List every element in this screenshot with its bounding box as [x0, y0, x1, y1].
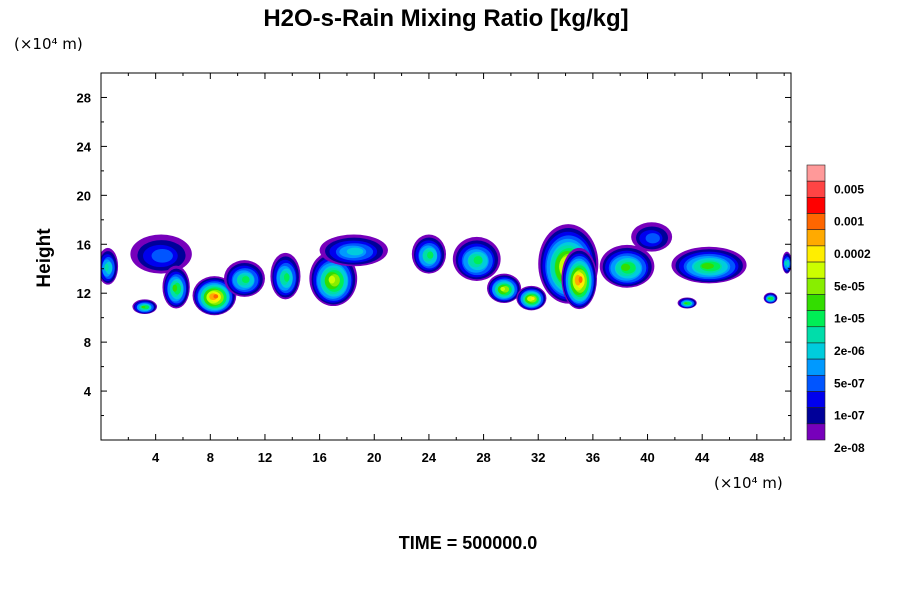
contour-field — [101, 222, 791, 316]
colorbar-swatch — [806, 164, 826, 182]
cloud-region — [631, 222, 673, 252]
x-tick-label: 8 — [207, 450, 214, 465]
contour-band — [346, 247, 364, 256]
contour-band — [701, 262, 714, 270]
colorbar-swatch — [806, 423, 826, 441]
y-axis: 4 8 12 16 20 24 28 — [77, 90, 791, 417]
contour-band — [241, 276, 250, 283]
y-tick-label: 20 — [77, 188, 91, 203]
colorbar-label: 0.0002 — [834, 247, 871, 261]
colorbar-swatch — [806, 294, 826, 311]
cloud-region — [677, 297, 697, 309]
y-tick-label: 24 — [77, 139, 92, 154]
colorbar-swatch — [806, 326, 826, 344]
x-tick-label: 16 — [312, 450, 326, 465]
contour-band — [578, 276, 583, 283]
y-tick-label: 12 — [77, 286, 91, 301]
colorbar-swatch — [806, 245, 826, 263]
cloud-region — [223, 260, 265, 297]
cloud-region — [270, 252, 301, 300]
contour-band — [784, 260, 787, 266]
contour-band — [473, 256, 483, 265]
cloud-region — [486, 273, 522, 303]
cloud-region — [319, 234, 388, 267]
x-tick-label: 12 — [258, 450, 272, 465]
cloud-region — [192, 276, 237, 316]
y-tick-label: 8 — [84, 335, 91, 350]
cloud-region — [516, 285, 547, 311]
y-tick-label: 16 — [77, 237, 91, 252]
cloud-region — [671, 246, 747, 284]
x-unit-label: (×10⁴ m) — [714, 474, 783, 492]
colorbar-swatch — [806, 229, 826, 247]
contour-band — [213, 294, 219, 299]
contour-band — [684, 302, 688, 305]
colorbar-label: 5e-07 — [834, 376, 865, 390]
cloud-region — [561, 247, 597, 310]
contour-band — [141, 305, 146, 309]
contour-band — [530, 297, 535, 301]
contour-band — [786, 259, 790, 268]
colorbar-swatch — [806, 277, 826, 295]
colorbar: 0.005 0.001 0.0002 5e-05 1e-05 2e-06 5e-07 1e-0… — [806, 164, 871, 455]
contour-band — [283, 273, 290, 282]
contour-band — [427, 251, 434, 259]
colorbar-label: 2e-06 — [834, 344, 865, 358]
colorbar-swatch — [806, 310, 826, 328]
colorbar-swatch — [806, 374, 826, 392]
colorbar-label: 0.001 — [834, 215, 864, 229]
x-tick-label: 20 — [367, 450, 381, 465]
cloud-region — [763, 292, 778, 304]
contour-band — [172, 284, 178, 292]
colorbar-swatch — [806, 407, 826, 425]
contour-band — [621, 263, 631, 271]
x-tick-label: 32 — [531, 450, 545, 465]
x-tick-label: 28 — [476, 450, 490, 465]
y-tick-label: 28 — [77, 90, 91, 105]
time-label: TIME = 500000.0 — [399, 533, 538, 553]
colorbar-swatch — [806, 391, 826, 408]
x-tick-label: 44 — [695, 450, 710, 465]
x-tick-label: 48 — [750, 450, 764, 465]
y-unit-label: (×10⁴ m) — [14, 35, 83, 53]
x-tick-label: 24 — [422, 450, 437, 465]
contour-band — [328, 275, 336, 284]
x-axis: 4 8 12 16 20 24 28 32 36 40 44 48 — [127, 73, 785, 465]
chart-title: H2O-s-Rain Mixing Ratio [kg/kg] — [263, 5, 628, 32]
colorbar-swatch — [806, 197, 826, 214]
colorbar-swatch — [806, 342, 826, 360]
contour-band — [500, 286, 506, 291]
colorbar-label: 2e-08 — [834, 441, 865, 455]
colorbar-label: 1e-05 — [834, 312, 865, 326]
colorbar-label: 5e-05 — [834, 279, 865, 293]
colorbar-label: 0.005 — [834, 182, 864, 196]
cloud-region — [599, 244, 655, 288]
contour-band — [645, 233, 660, 244]
colorbar-swatch — [806, 261, 826, 279]
cloud-region — [162, 265, 190, 309]
cloud-region — [411, 234, 447, 274]
cloud-region — [101, 247, 119, 285]
plot-frame — [100, 72, 792, 441]
colorbar-swatch — [806, 180, 826, 198]
x-tick-label: 36 — [586, 450, 600, 465]
cloud-region — [132, 299, 158, 314]
colorbar-label: 1e-07 — [834, 409, 865, 423]
y-axis-label: Height — [34, 228, 55, 288]
y-tick-label: 4 — [84, 384, 92, 399]
x-tick-label: 4 — [152, 450, 160, 465]
cloud-region — [452, 236, 501, 281]
x-tick-label: 40 — [640, 450, 654, 465]
cloud-region — [130, 234, 192, 274]
contour-band — [151, 249, 173, 263]
colorbar-swatch — [806, 358, 826, 376]
contour-band — [769, 297, 774, 300]
contour-band — [104, 263, 109, 272]
colorbar-swatch — [806, 213, 826, 231]
contour-band — [768, 297, 771, 300]
cloud-region — [782, 251, 791, 274]
